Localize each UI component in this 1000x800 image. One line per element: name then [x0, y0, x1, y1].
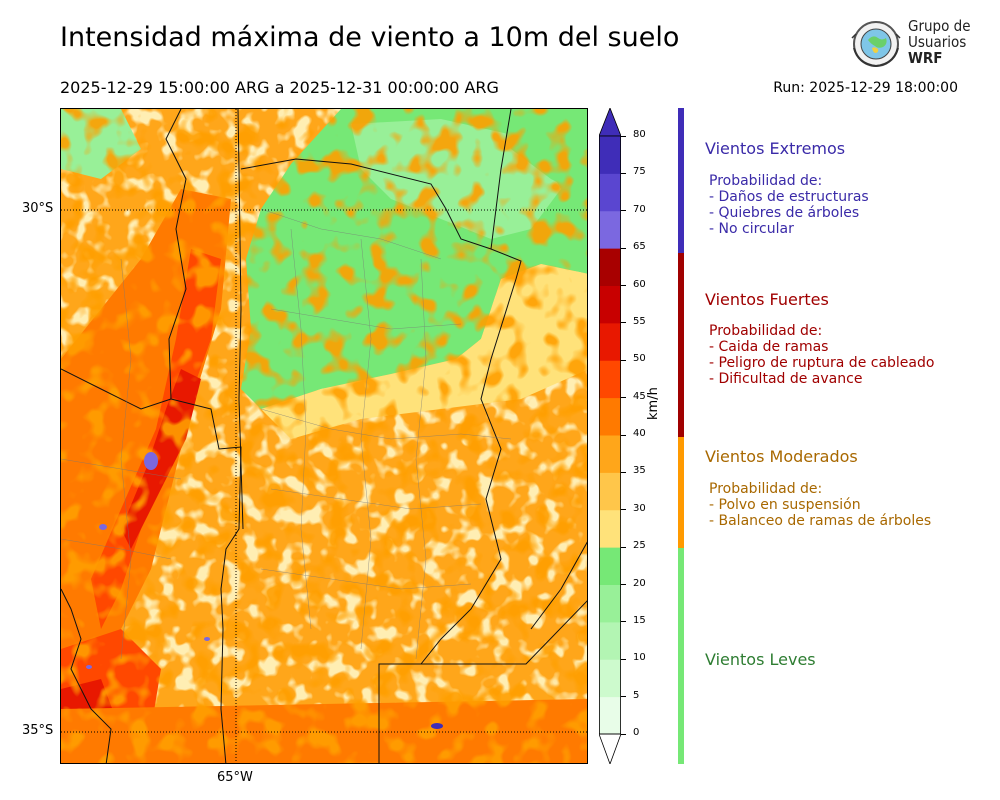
colorbar-segment: [599, 210, 621, 249]
colorbar-segment: [599, 621, 621, 660]
colorbar-tick: [621, 509, 626, 511]
colorbar-tick-label: 0: [633, 727, 640, 738]
colorbar-segment: [599, 173, 621, 212]
wind-field: [61, 109, 587, 763]
colorbar-segment: [599, 547, 621, 585]
colorbar-tick-label: 30: [633, 502, 646, 514]
legend-bar-leves: [678, 548, 684, 764]
colorbar-tick-label: 80: [633, 129, 646, 140]
colorbar-tick: [621, 397, 626, 399]
colorbar-tick: [621, 285, 626, 286]
colorbar-segment: [599, 322, 621, 361]
logo-line-1: Grupo de: [908, 17, 971, 35]
colorbar-tick: [621, 359, 626, 361]
colorbar-segment: [599, 136, 621, 174]
province-borders: [61, 109, 587, 763]
colorbar-tick-label: 75: [633, 166, 646, 178]
run-timestamp: Run: 2025-12-29 18:00:00: [773, 80, 958, 96]
globe-seal-icon: [851, 21, 901, 68]
colorbar-tick: [621, 322, 626, 324]
graticule: [61, 109, 587, 763]
colorbar-tick: [621, 733, 626, 735]
wind-map: [60, 108, 588, 764]
colorbar-segment: [599, 360, 621, 399]
colorbar-tick: [621, 172, 626, 174]
wrf-logo: Grupo de Usuarios WRF: [848, 18, 978, 73]
colorbar-tick-label: 35: [633, 465, 646, 477]
colorbar-tick-label: 60: [633, 278, 646, 290]
legend-desc-moderados: Probabilidad de: - Polvo en suspensión -…: [709, 481, 932, 529]
department-borders: [61, 208, 512, 660]
legend-desc-extremos: Probabilidad de: - Daños de estructuras …: [709, 173, 869, 237]
colorbar-tick-label: 70: [633, 203, 646, 215]
colorbar-segment: [599, 472, 621, 511]
colorbar-tick-label: 65: [633, 241, 646, 253]
legend-title-leves: Vientos Leves: [705, 650, 816, 669]
colorbar-tick: [621, 546, 626, 548]
logo-line-2: Usuarios: [908, 33, 967, 51]
colorbar-tick-label: 25: [633, 540, 646, 552]
colorbar-tick: [621, 471, 626, 473]
colorbar-segment: [599, 248, 621, 286]
legend-bar-moderados: [678, 437, 684, 548]
colorbar-extend-bottom: [599, 733, 621, 764]
lat-label-35s: 35°S: [22, 723, 54, 738]
legend-bar-fuertes: [678, 253, 684, 437]
colorbar-tick-label: 20: [633, 577, 646, 589]
colorbar-tick-label: 45: [633, 390, 646, 402]
colorbar-tick-label: 15: [633, 614, 646, 626]
legend-desc-fuertes: Probabilidad de: - Caida de ramas - Peli…: [709, 323, 935, 387]
logo-line-3: WRF: [908, 49, 943, 67]
colorbar-tick-label: 10: [633, 652, 646, 664]
colorbar: [599, 108, 621, 764]
colorbar-tick-label: 50: [633, 353, 646, 365]
colorbar-tick: [621, 247, 626, 249]
colorbar-tick: [621, 434, 626, 436]
valid-period: 2025-12-29 15:00:00 ARG a 2025-12-31 00:…: [60, 78, 499, 97]
legend-title-extremos: Vientos Extremos: [705, 139, 846, 158]
legend-bar-extremos: [678, 108, 684, 253]
colorbar-segment: [599, 584, 621, 623]
colorbar-segment: [599, 285, 621, 324]
colorbar-tick-label: 5: [633, 689, 640, 701]
map-title: Intensidad máxima de viento a 10m del su…: [60, 22, 680, 53]
colorbar-tick: [621, 210, 626, 212]
colorbar-tick: [621, 135, 626, 137]
logo-text: Grupo de Usuarios WRF: [908, 18, 971, 66]
colorbar-segment: [599, 696, 621, 735]
colorbar-tick: [621, 696, 626, 698]
colorbar-extend-top: [599, 108, 621, 137]
colorbar-segment: [599, 509, 621, 548]
legend-title-fuertes: Vientos Fuertes: [705, 290, 829, 309]
colorbar-segment: [599, 397, 621, 436]
colorbar-segment: [599, 659, 621, 698]
legend-title-moderados: Vientos Moderados: [705, 447, 858, 466]
colorbar-tick: [621, 658, 626, 660]
lat-label-30s: 30°S: [22, 201, 54, 216]
colorbar-tick-label: 55: [633, 315, 646, 327]
colorbar-tick: [621, 584, 626, 585]
lon-label-65w: 65°W: [217, 770, 253, 785]
colorbar-segment: [599, 435, 621, 473]
colorbar-unit: km/h: [646, 387, 661, 420]
colorbar-tick: [621, 621, 626, 623]
colorbar-tick-label: 40: [633, 428, 646, 439]
